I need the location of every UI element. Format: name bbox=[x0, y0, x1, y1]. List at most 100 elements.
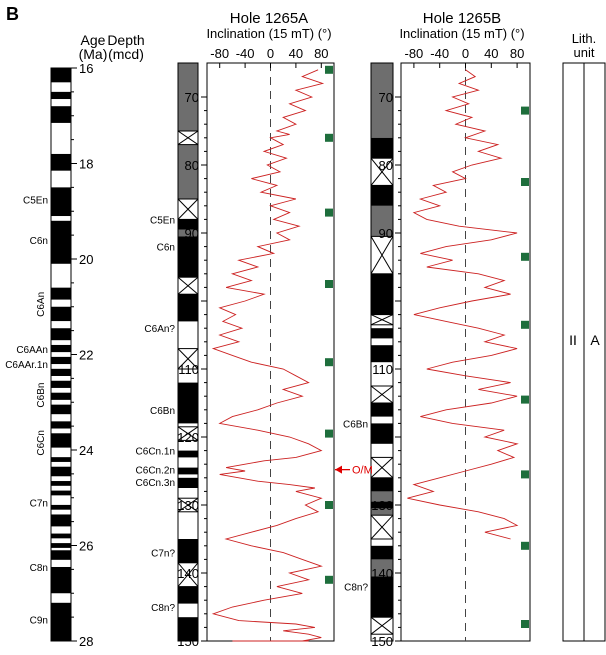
polarity-normal-block bbox=[178, 539, 198, 563]
age-normal-block bbox=[51, 566, 71, 594]
age-normal-block bbox=[51, 466, 71, 477]
depth-header-line1: Depth bbox=[107, 32, 144, 48]
om-arrow-head bbox=[335, 465, 342, 474]
tiepoint-marker bbox=[521, 395, 529, 404]
tiepoint-marker bbox=[521, 470, 529, 479]
polarity-uncertain-block bbox=[371, 63, 393, 138]
age-tick-label: 20 bbox=[79, 252, 93, 267]
polarity-normal-block bbox=[178, 467, 198, 475]
y-tick-label: 130 bbox=[371, 498, 393, 513]
chron-label: C6Bn bbox=[150, 406, 175, 417]
polarity-normal-block bbox=[371, 137, 393, 159]
age-normal-block bbox=[51, 344, 71, 353]
polarity-normal-block bbox=[371, 545, 393, 560]
age-normal-block bbox=[51, 328, 71, 341]
age-normal-block bbox=[51, 187, 71, 217]
hole-1265a-title: Hole 1265A bbox=[230, 10, 308, 27]
age-normal-block bbox=[51, 550, 71, 560]
core-gap-cross bbox=[177, 130, 199, 146]
age-normal-block bbox=[51, 153, 71, 171]
hole-1265b-plot: -80 -40 0 40 80 70 80 90 100 110 120 130 140 150 bbox=[371, 46, 531, 649]
polarity-normal-block bbox=[178, 219, 198, 230]
lith-unit-ii: II bbox=[569, 332, 577, 348]
y-tick-label: 80 bbox=[379, 158, 393, 173]
y-tick-label: 80 bbox=[185, 158, 199, 173]
x-tick-label: -40 bbox=[430, 46, 449, 61]
polarity-uncertain-block bbox=[371, 508, 393, 516]
tiepoint-marker bbox=[521, 252, 529, 261]
age-chron-label: C9n bbox=[30, 616, 48, 627]
polarity-normal-block bbox=[178, 477, 198, 488]
age-normal-block bbox=[51, 533, 71, 539]
core-gap-cross bbox=[177, 426, 199, 441]
age-header-line2: (Ma) bbox=[79, 46, 108, 62]
polarity-normal-block bbox=[371, 185, 393, 206]
polarity-column-outline bbox=[177, 62, 199, 642]
lith-unit-box-left bbox=[562, 62, 585, 642]
age-normal-block bbox=[51, 457, 71, 462]
chron-label: C6Cn.3n bbox=[136, 478, 175, 489]
polarity-normal-block bbox=[178, 382, 198, 424]
x-tick-label: -40 bbox=[236, 46, 255, 61]
polarity-normal-block bbox=[178, 294, 198, 322]
y-tick-label: 90 bbox=[379, 226, 393, 241]
y-tick-label: 100 bbox=[371, 294, 393, 309]
core-gap-cross bbox=[177, 276, 199, 295]
tiepoint-marker bbox=[325, 575, 333, 584]
lith-header-line1: Lith. bbox=[572, 31, 597, 46]
age-normal-block bbox=[51, 490, 71, 496]
core-gap-cross bbox=[370, 385, 394, 404]
tiepoint-marker bbox=[521, 106, 529, 115]
y-tick-label: 120 bbox=[371, 430, 393, 445]
age-chron-label: C6n bbox=[30, 236, 48, 247]
polarity-normal-block bbox=[371, 328, 393, 339]
lith-header-line2: unit bbox=[574, 45, 595, 60]
chron-label: C5En bbox=[150, 215, 175, 226]
tiepoint-marker bbox=[325, 133, 333, 142]
chron-label: C6Cn.2n bbox=[136, 466, 175, 477]
inclination-curve bbox=[407, 69, 519, 540]
chron-label: C7n? bbox=[151, 549, 175, 560]
x-tick-label: -80 bbox=[210, 46, 229, 61]
age-normal-block bbox=[51, 504, 71, 510]
om-label: O/M bbox=[352, 465, 373, 477]
inclination-curve bbox=[211, 69, 325, 642]
age-normal-block bbox=[51, 68, 71, 83]
age-normal-block bbox=[51, 368, 71, 376]
tiepoint-marker bbox=[521, 178, 529, 186]
y-tick-label: 70 bbox=[379, 90, 393, 105]
tiepoint-marker bbox=[521, 541, 529, 550]
age-tick-label: 18 bbox=[79, 157, 93, 172]
x-tick-label: 40 bbox=[289, 46, 303, 61]
core-gap-cross bbox=[177, 348, 199, 370]
lith-unit-a: A bbox=[590, 332, 600, 348]
chron-label: C6An? bbox=[144, 324, 175, 335]
chron-label: C6n bbox=[157, 243, 175, 254]
lith-unit-column: II A bbox=[562, 62, 606, 642]
y-tick-label: 110 bbox=[372, 362, 393, 377]
age-normal-block bbox=[51, 356, 71, 365]
x-tick-label: -80 bbox=[405, 46, 424, 61]
age-chron-label: C6Bn bbox=[36, 383, 47, 408]
age-normal-block bbox=[51, 220, 71, 264]
chron-label: C6Bn bbox=[343, 419, 368, 430]
tiepoint-marker bbox=[325, 358, 333, 367]
y-tick-label: 110 bbox=[178, 362, 199, 377]
age-normal-block bbox=[51, 404, 71, 415]
polarity-column-outline bbox=[370, 62, 394, 642]
age-normal-block bbox=[51, 287, 71, 300]
tiepoint-marker bbox=[325, 429, 333, 438]
age-normal-block bbox=[51, 91, 71, 100]
age-normal-block bbox=[51, 380, 71, 388]
core-gap-cross bbox=[370, 314, 394, 326]
age-normal-block bbox=[51, 433, 71, 448]
chron-label: C8n? bbox=[151, 603, 175, 614]
om-marker: O/M bbox=[335, 465, 373, 477]
age-normal-block bbox=[51, 481, 71, 486]
polarity-normal-block bbox=[371, 501, 393, 509]
age-normal-block bbox=[51, 106, 71, 123]
age-normal-block bbox=[51, 543, 71, 548]
panel-label: B bbox=[6, 4, 19, 24]
hole-1265a-polarity-column bbox=[177, 62, 199, 642]
